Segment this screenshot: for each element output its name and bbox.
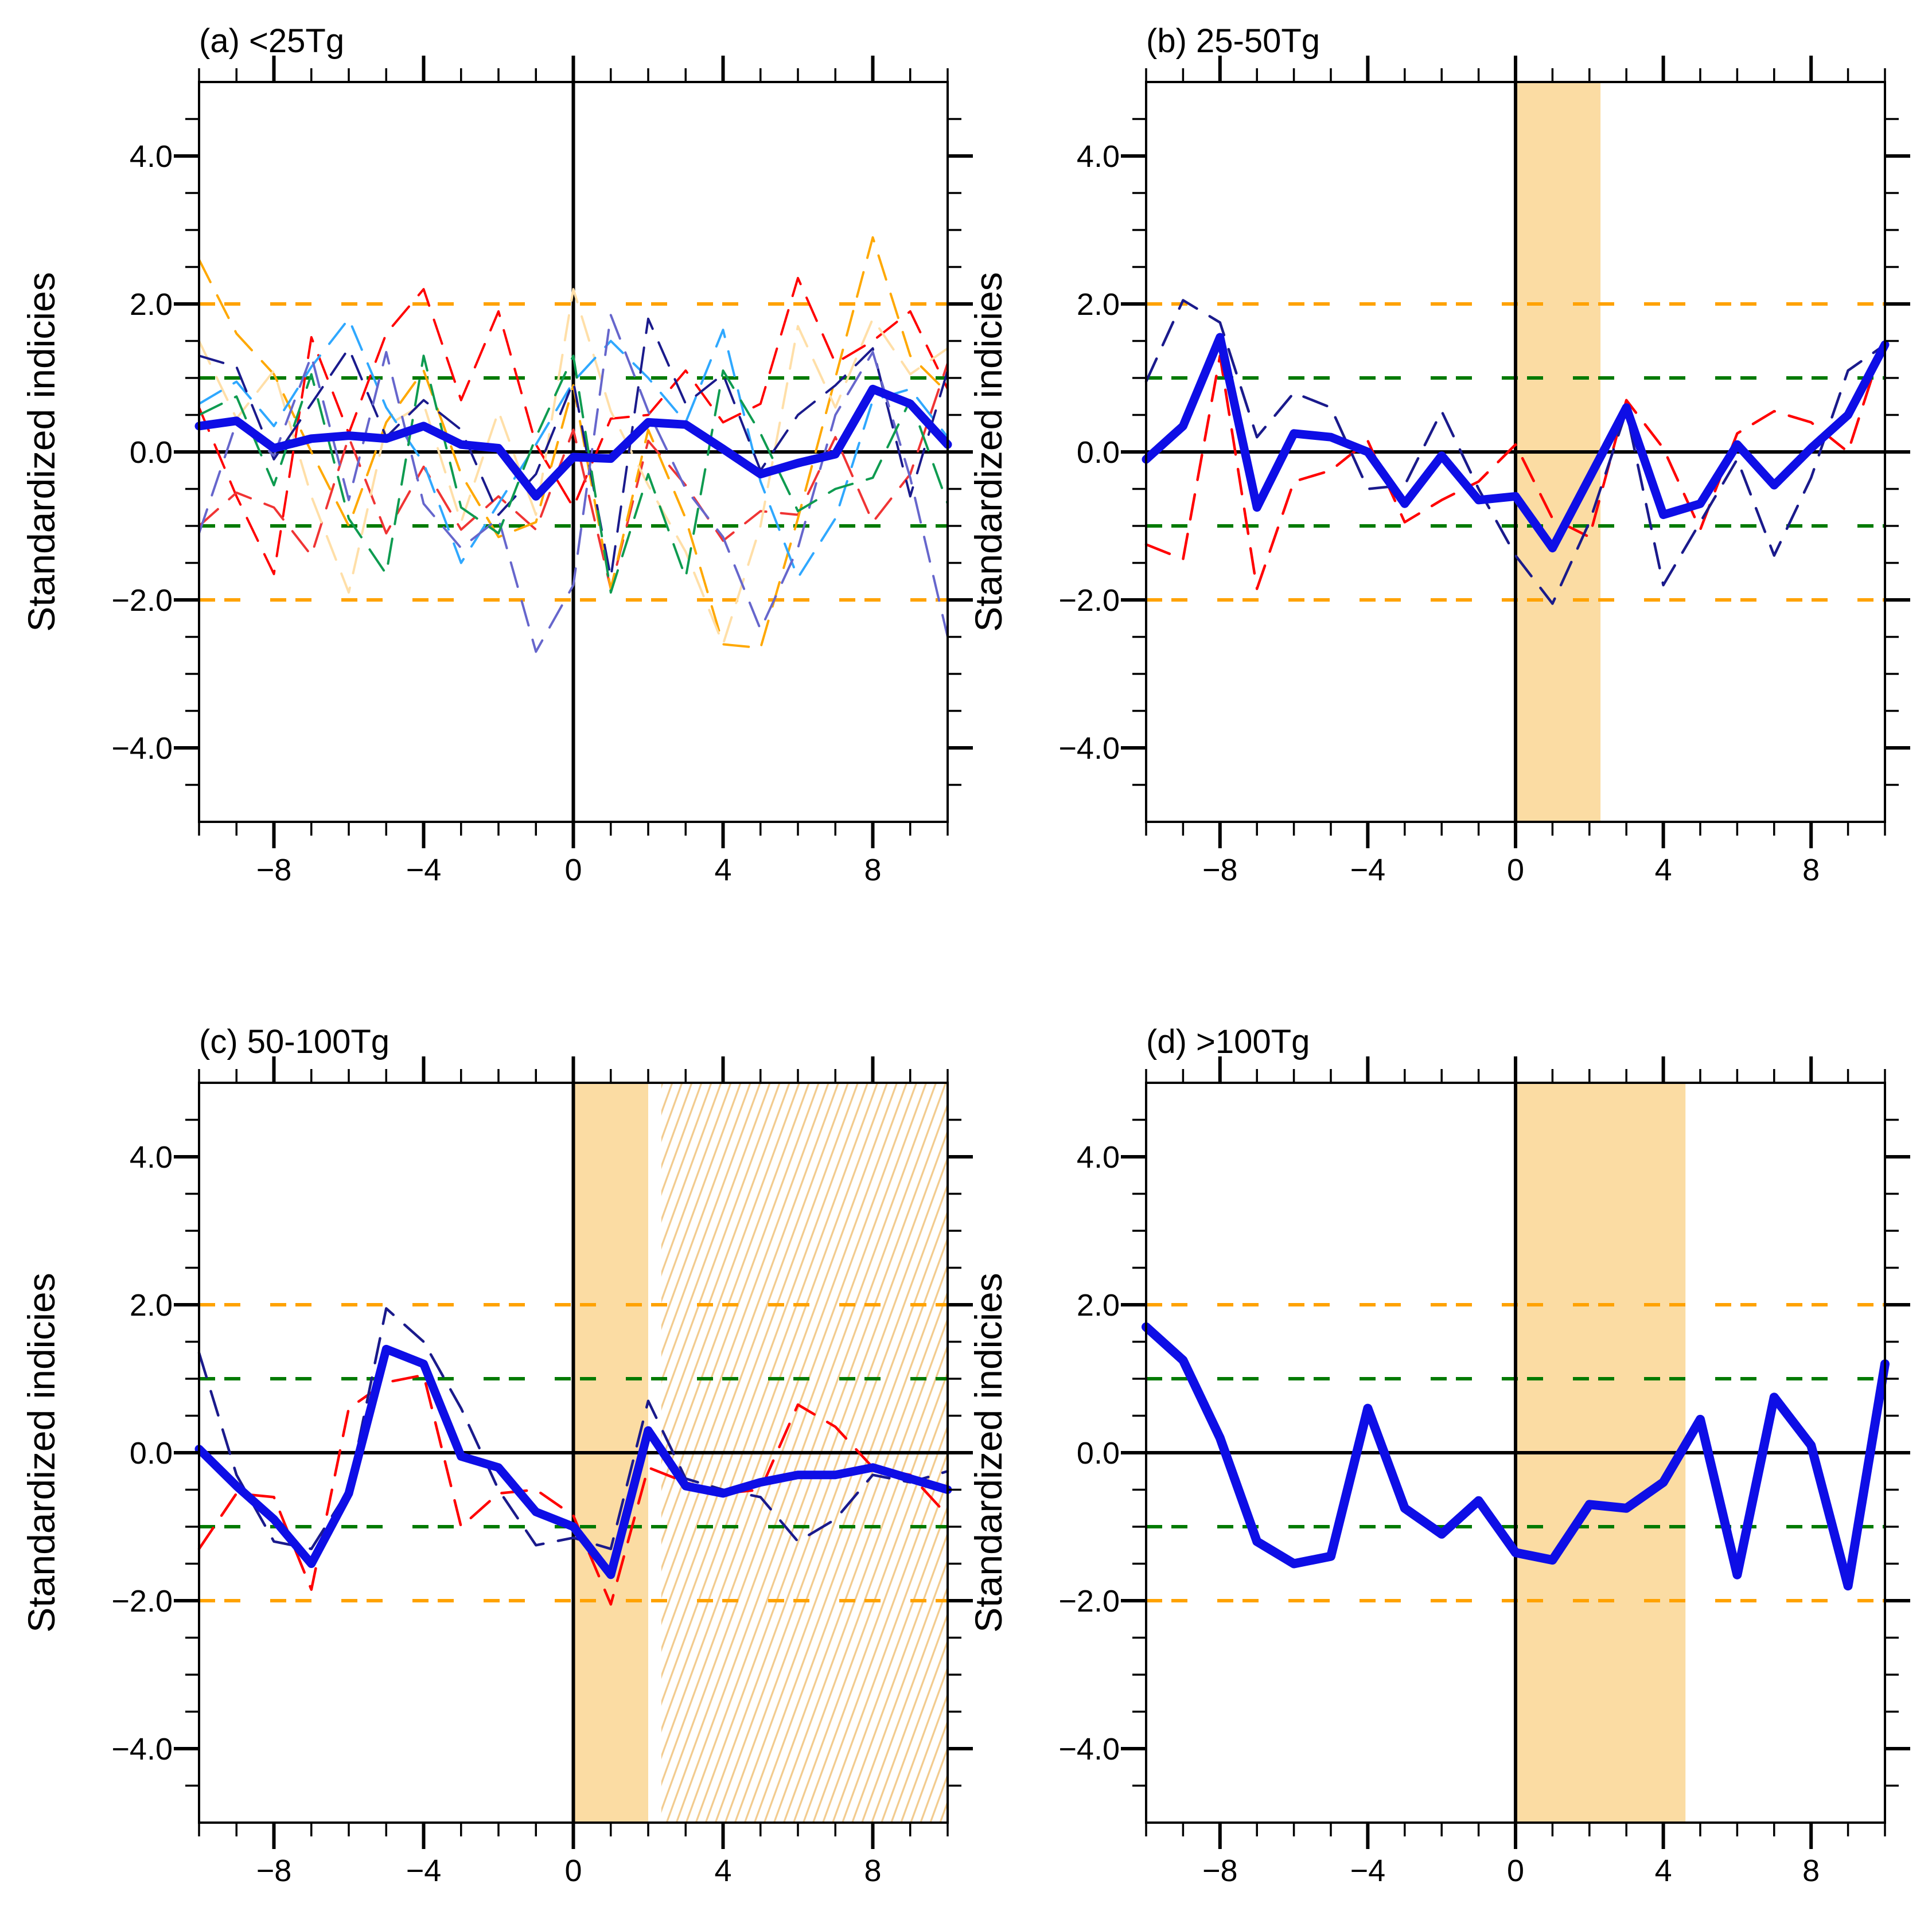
panel-b-ytick-label-3: 2.0 [1077, 287, 1120, 322]
panel-d-xtick-label-0: −8 [1202, 1854, 1238, 1888]
panel-c-ytick-label-3: 2.0 [130, 1288, 173, 1323]
panel-c-ylabel: Standardized indicies [20, 1273, 63, 1632]
panel-d-xtick-label-1: −4 [1350, 1854, 1386, 1888]
panel-a-ytick-label-4: 4.0 [130, 139, 173, 174]
panel-c-ticks [174, 1056, 973, 1849]
panel-a-ytick-label-0: −4.0 [111, 731, 173, 766]
panel-c-xtick-label-0: −8 [256, 1854, 292, 1888]
panel-a-xtick-label-2: 0 [564, 853, 582, 887]
panels-root: −8 −4 0 4 8 −4.0 −2.0 0.0 2.0 4.0 (a) <25Tg Standar… [20, 22, 1910, 1888]
panel-b-ylabel: Standardized indicies [967, 272, 1010, 631]
panel-a-member-wheat-line [198, 288, 949, 646]
panel-c-xtick-label-3: 4 [714, 1854, 731, 1888]
panel-a-member-green-line [198, 354, 949, 594]
panel-a-ylabel: Standardized indicies [20, 272, 63, 631]
panel-a-composite-mean-line [194, 384, 952, 501]
panel-b-ytick-label-2: 0.0 [1077, 435, 1120, 470]
panel-d-xtick-label-3: 4 [1655, 1854, 1672, 1888]
panel-a-member-orange-line [198, 236, 949, 649]
panel-a-ytick-label-2: 0.0 [130, 435, 173, 470]
panel-d-ytick-label-0: −4.0 [1058, 1732, 1120, 1766]
panel-a-title: (a) <25Tg [199, 22, 344, 60]
panel-a-xtick-label-4: 8 [864, 853, 881, 887]
panel-a: −8 −4 0 4 8 −4.0 −2.0 0.0 2.0 4.0 (a) <25Tg Standar… [20, 22, 973, 887]
panel-a-ytick-label-1: −2.0 [111, 583, 173, 618]
panel-b-xtick-label-0: −8 [1202, 853, 1238, 887]
panel-b-xtick-label-3: 4 [1655, 853, 1672, 887]
panel-c-ytick-label-0: −4.0 [111, 1732, 173, 1766]
panel-a-xtick-label-0: −8 [256, 853, 292, 887]
panel-b-xtick-label-4: 8 [1802, 853, 1820, 887]
panel-d-ytick-label-2: 0.0 [1077, 1436, 1120, 1470]
panel-d-xtick-label-2: 0 [1507, 1854, 1524, 1888]
panel-a-xtick-label-1: −4 [406, 853, 442, 887]
panel-a-member-skyblue-line [198, 317, 949, 579]
panel-b-title: (b) 25-50Tg [1146, 22, 1320, 60]
panel-a-member-red-1-line [198, 276, 949, 575]
panel-b-ytick-label-4: 4.0 [1077, 139, 1120, 174]
panel-c-ytick-label-2: 0.0 [130, 1436, 173, 1470]
panel-c-composite-mean-line [194, 1344, 952, 1579]
panel-c-xtick-label-2: 0 [564, 1854, 582, 1888]
panel-c-ytick-label-1: −2.0 [111, 1584, 173, 1618]
panel-d-ytick-label-3: 2.0 [1077, 1288, 1120, 1323]
panel-d-ytick-label-4: 4.0 [1077, 1140, 1120, 1175]
panel-b-index-navy-line [1144, 299, 1887, 605]
panel-c-xtick-label-4: 8 [864, 1854, 881, 1888]
panel-d-ytick-label-1: −2.0 [1058, 1584, 1120, 1618]
panel-b-ytick-label-1: −2.0 [1058, 583, 1120, 618]
panel-a-ticks [174, 56, 973, 848]
panel-a-member-red-2-line [198, 362, 949, 590]
panel-b: −8 −4 0 4 8 −4.0 −2.0 0.0 2.0 4.0 (b) 25-50Tg Stand… [967, 22, 1910, 887]
panel-a-ytick-label-3: 2.0 [130, 287, 173, 322]
panel-c: −8 −4 0 4 8 −4.0 −2.0 0.0 2.0 4.0 (c) 50-100Tg Stan… [20, 1023, 973, 1888]
panel-b-xtick-label-2: 0 [1507, 853, 1524, 887]
panel-d-composite-mean-line [1142, 1322, 1890, 1591]
panel-a-xtick-label-3: 4 [714, 853, 731, 887]
panel-b-composite-mean-line [1142, 333, 1890, 553]
panel-c-title: (c) 50-100Tg [199, 1023, 389, 1060]
panel-d-ticks [1121, 1056, 1910, 1849]
panel-d-ylabel: Standardized indicies [967, 1273, 1010, 1632]
panel-b-ytick-label-0: −4.0 [1058, 731, 1120, 766]
panel-d-xtick-label-4: 8 [1802, 1854, 1820, 1888]
panel-b-ticks [1121, 56, 1910, 848]
panel-c-xtick-label-1: −4 [406, 1854, 442, 1888]
panel-b-xtick-label-1: −4 [1350, 853, 1386, 887]
panel-d: −8 −4 0 4 8 −4.0 −2.0 0.0 2.0 4.0 (d) >100Tg Standa… [967, 1023, 1910, 1888]
panel-d-title: (d) >100Tg [1146, 1023, 1310, 1060]
panel-b-index-red-line [1144, 336, 1887, 590]
panel-c-ytick-label-4: 4.0 [130, 1140, 173, 1175]
panel-c-index-navy-line [197, 1307, 949, 1550]
